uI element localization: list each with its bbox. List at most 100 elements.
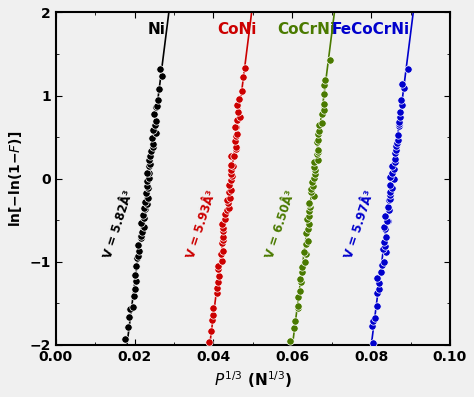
Text: V = 5.93Å³: V = 5.93Å³ xyxy=(184,189,219,260)
Point xyxy=(150,141,157,147)
Point xyxy=(214,263,222,270)
Point xyxy=(382,213,389,219)
Point xyxy=(313,150,320,157)
Point xyxy=(326,57,334,64)
Point xyxy=(374,290,381,296)
Point xyxy=(308,179,315,185)
Point xyxy=(386,196,394,202)
Point xyxy=(148,135,156,142)
Point xyxy=(398,81,406,87)
Point xyxy=(139,212,147,218)
Point xyxy=(395,119,402,125)
Point xyxy=(302,230,310,236)
Point xyxy=(383,218,391,224)
Point xyxy=(223,207,230,214)
Point xyxy=(310,183,317,189)
Point xyxy=(369,318,376,324)
Point xyxy=(308,185,315,192)
Point xyxy=(237,114,244,120)
Point xyxy=(320,82,328,88)
Point xyxy=(296,288,303,295)
Text: FeCoCrNi: FeCoCrNi xyxy=(332,22,410,37)
Point xyxy=(125,314,133,320)
Point xyxy=(397,97,405,103)
Point xyxy=(295,294,302,300)
Point xyxy=(218,258,226,264)
Point xyxy=(319,111,326,118)
Point xyxy=(219,234,227,240)
Point xyxy=(214,266,222,272)
Y-axis label: ln[−ln(1−$F$)]: ln[−ln(1−$F$)] xyxy=(7,131,24,227)
Point xyxy=(229,163,237,170)
Point xyxy=(147,148,155,154)
Point xyxy=(381,239,388,245)
Point xyxy=(209,312,217,318)
Point xyxy=(153,102,160,109)
Point xyxy=(146,153,154,160)
Point xyxy=(321,77,329,83)
Point xyxy=(129,304,137,310)
Point xyxy=(224,197,231,203)
Point xyxy=(126,306,134,312)
Point xyxy=(396,109,404,115)
Point xyxy=(297,279,304,285)
Point xyxy=(219,228,227,235)
Point xyxy=(141,205,148,211)
Point xyxy=(377,269,384,275)
Point xyxy=(132,278,140,284)
Point xyxy=(156,66,164,72)
Point xyxy=(232,124,240,130)
X-axis label: $P^{1/3}$ (N$^{1/3}$): $P^{1/3}$ (N$^{1/3}$) xyxy=(214,369,292,390)
Point xyxy=(392,143,400,150)
Point xyxy=(235,109,242,115)
Point xyxy=(130,293,138,299)
Point xyxy=(228,167,235,173)
Point xyxy=(388,185,395,191)
Point xyxy=(314,139,321,145)
Point xyxy=(295,303,302,310)
Point xyxy=(371,315,379,321)
Point xyxy=(213,284,221,291)
Text: CoNi: CoNi xyxy=(218,22,257,37)
Point xyxy=(221,216,229,222)
Point xyxy=(215,279,222,285)
Point xyxy=(225,199,232,206)
Point xyxy=(320,101,328,107)
Point xyxy=(386,182,394,189)
Point xyxy=(310,164,318,170)
Point xyxy=(133,254,141,261)
Point xyxy=(391,159,399,165)
Point xyxy=(218,240,226,247)
Point xyxy=(310,174,318,181)
Point xyxy=(386,192,393,198)
Point xyxy=(230,152,238,159)
Point xyxy=(137,234,145,241)
Point xyxy=(382,249,389,255)
Point xyxy=(302,241,310,247)
Text: V = 5.82Å³: V = 5.82Å³ xyxy=(102,189,136,260)
Point xyxy=(138,229,146,236)
Point xyxy=(140,215,148,222)
Point xyxy=(374,275,381,281)
Point xyxy=(232,138,239,145)
Point xyxy=(238,88,246,94)
Point xyxy=(393,140,401,146)
Point xyxy=(298,268,306,275)
Point xyxy=(298,263,306,270)
Point xyxy=(145,163,153,170)
Point xyxy=(306,220,313,227)
Point xyxy=(135,252,142,259)
Point xyxy=(125,324,132,331)
Point xyxy=(228,177,235,183)
Point xyxy=(310,159,318,166)
Point xyxy=(228,162,235,168)
Point xyxy=(233,116,241,123)
Point xyxy=(381,242,389,249)
Text: CoCrNi: CoCrNi xyxy=(277,22,335,37)
Point xyxy=(392,147,400,154)
Point xyxy=(307,189,315,195)
Point xyxy=(232,144,240,150)
Point xyxy=(388,170,396,176)
Point xyxy=(381,225,389,232)
Point xyxy=(369,340,376,347)
